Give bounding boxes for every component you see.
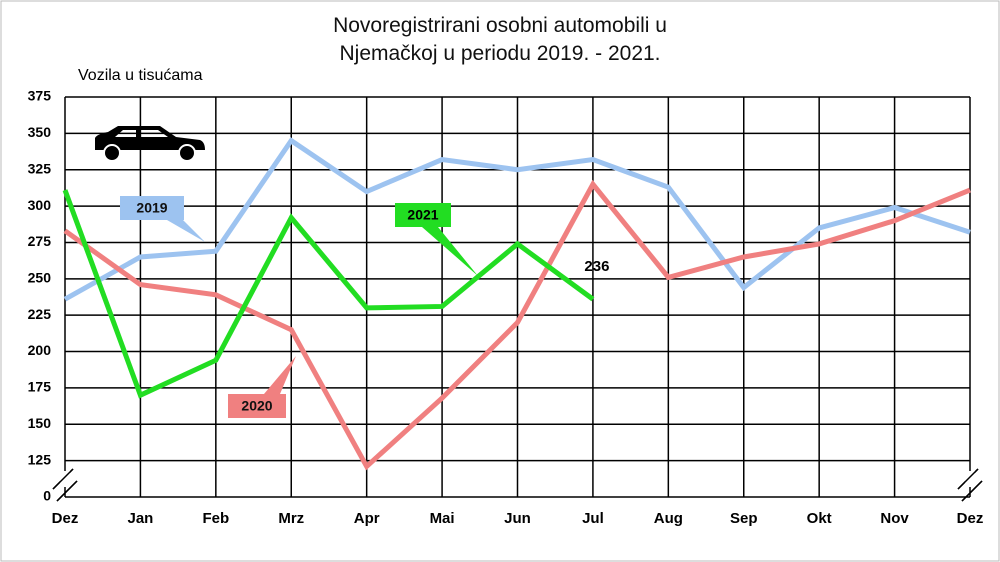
- y-tick-label: 275: [28, 233, 52, 249]
- series-line: [62, 189, 595, 399]
- x-tick-label: Apr: [354, 510, 380, 527]
- legend-box: [228, 394, 286, 418]
- legend-label: 2019: [136, 200, 167, 216]
- legend-box: [395, 203, 451, 227]
- x-tick-label: Dez: [52, 510, 79, 527]
- y-tick-label: 175: [28, 379, 52, 395]
- y-tick-label: 250: [28, 270, 52, 286]
- y-tick-label: 150: [28, 415, 52, 431]
- axis-break-gap: [965, 471, 975, 487]
- series-line: [63, 137, 971, 302]
- axis-break: [52, 468, 78, 502]
- axis-break-gap: [60, 471, 70, 487]
- legend-box: [120, 196, 184, 220]
- y-tick-label: 350: [28, 124, 52, 140]
- y-tick-label: 0: [43, 488, 51, 504]
- y-tick-label: 375: [28, 88, 52, 104]
- x-tick-label: Jan: [127, 510, 153, 527]
- y-tick-label: 225: [28, 306, 52, 322]
- x-tick-label: Jul: [582, 510, 604, 527]
- annotation: 236: [584, 258, 609, 275]
- y-axis-label: Vozila u tisućama: [78, 67, 203, 84]
- x-tick-label: Okt: [807, 510, 832, 527]
- x-tick-label: Jun: [504, 510, 531, 527]
- y-tick-label: 125: [28, 451, 52, 467]
- y-tick-label: 325: [28, 160, 52, 176]
- chart-title: Novoregistrirani osobni automobili u Nje…: [333, 14, 667, 65]
- x-tick-label: Nov: [880, 510, 909, 527]
- x-tick-label: Feb: [202, 510, 229, 527]
- x-tick-label: Mrz: [278, 510, 304, 527]
- y-tick-label: 300: [28, 197, 52, 213]
- axis-break: [957, 468, 983, 502]
- y-tick-label: 200: [28, 342, 52, 358]
- legend-pointer: [264, 356, 296, 394]
- legend-pointer: [422, 227, 478, 276]
- legend-label: 2020: [241, 398, 272, 414]
- car-icon: [95, 126, 205, 162]
- series-line: [63, 179, 971, 471]
- x-tick-label: Dez: [957, 510, 984, 527]
- x-tick-label: Mai: [430, 510, 455, 527]
- x-tick-label: Aug: [654, 510, 683, 527]
- x-tick-label: Sep: [730, 510, 758, 527]
- legend-label: 2021: [407, 207, 438, 223]
- legend-pointer: [167, 220, 205, 242]
